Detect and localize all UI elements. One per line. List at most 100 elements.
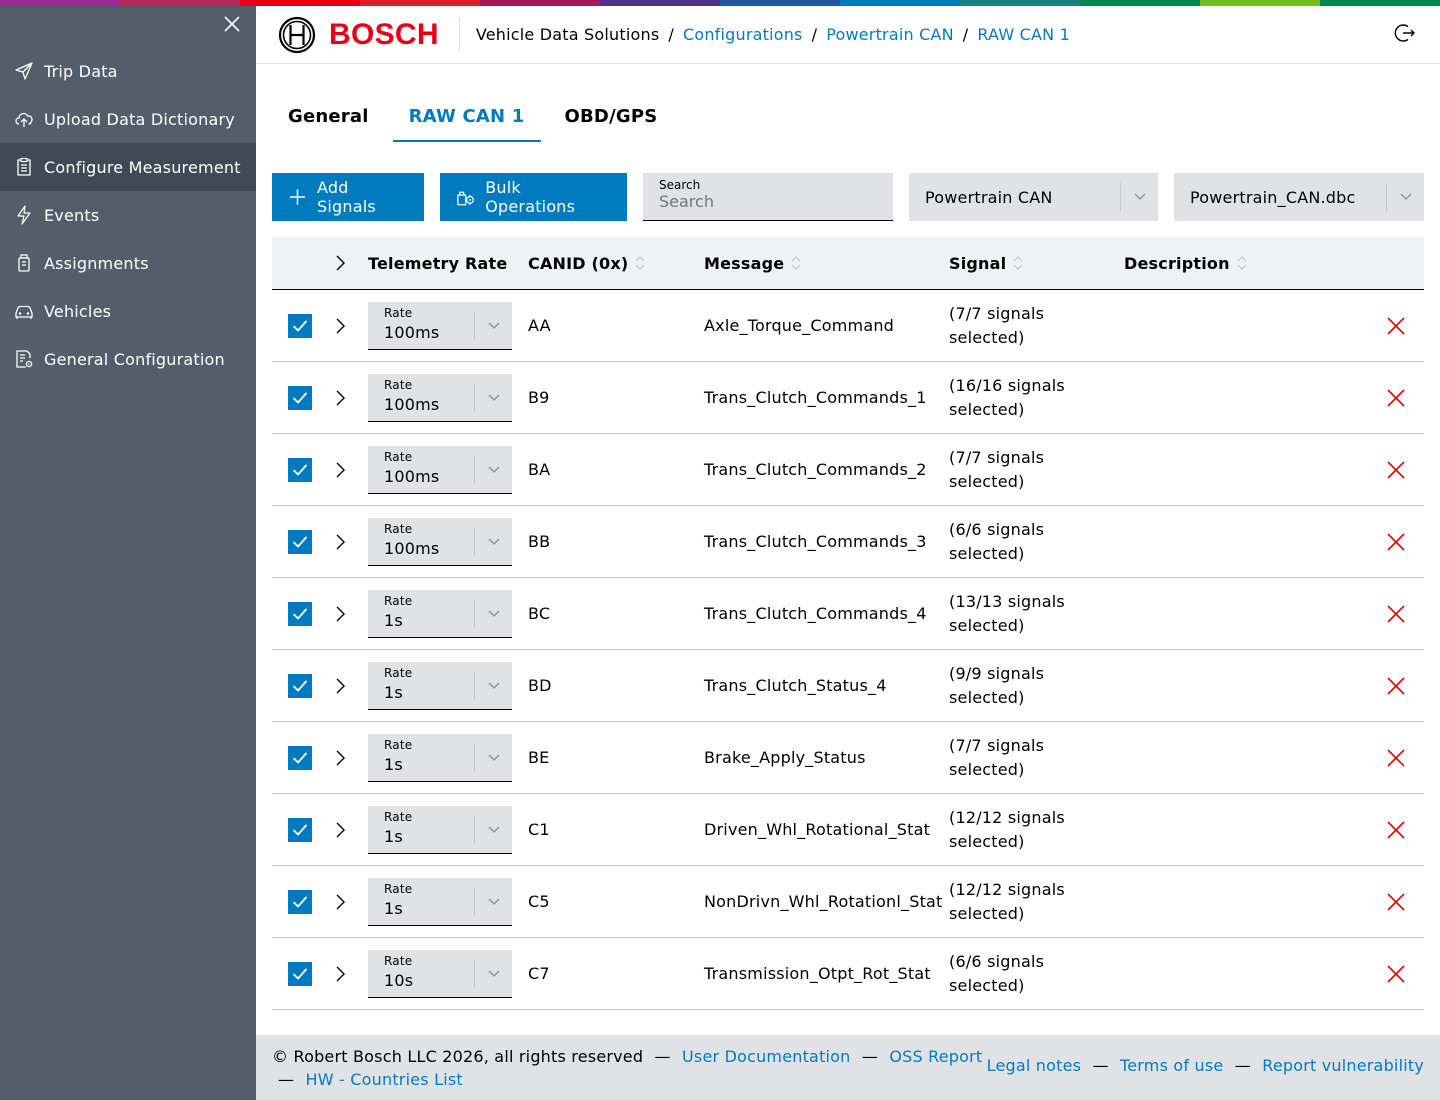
- search-input[interactable]: Search Search: [643, 173, 893, 221]
- rate-select[interactable]: Rate 1s: [368, 878, 512, 926]
- breadcrumb-link-powertrain-can[interactable]: Powertrain CAN: [826, 25, 954, 44]
- supergraphic-stripe: [1320, 0, 1440, 6]
- chevron-down-icon: [474, 816, 512, 844]
- row-delete-cell: [1385, 506, 1407, 577]
- sidebar-item-assignments[interactable]: Assignments: [0, 239, 256, 287]
- message-cell: Trans_Clutch_Commands_2: [704, 460, 927, 479]
- row-checkbox[interactable]: [288, 889, 312, 914]
- delete-icon[interactable]: [1385, 675, 1407, 697]
- chevron-right-icon[interactable]: [330, 388, 350, 408]
- close-icon[interactable]: [222, 14, 242, 34]
- breadcrumb-link-raw-can[interactable]: RAW CAN 1: [977, 25, 1070, 44]
- chevron-down-icon: [474, 960, 512, 988]
- row-checkbox[interactable]: [288, 385, 312, 410]
- rate-select-label: Rate: [384, 954, 413, 968]
- delete-icon[interactable]: [1385, 459, 1407, 481]
- sidebar-item-label: Assignments: [44, 253, 149, 273]
- rate-select-label: Rate: [384, 594, 413, 608]
- signal-count: (13/13 signals selected): [949, 591, 1065, 635]
- chevron-right-icon[interactable]: [330, 316, 350, 336]
- sidebar-item-configure-measurement[interactable]: Configure Measurement: [0, 143, 256, 191]
- rate-select-value: 10s: [384, 971, 414, 990]
- supergraphic-stripe: [600, 0, 720, 6]
- column-header-label: Telemetry Rate: [368, 253, 508, 273]
- tab-obd-gps[interactable]: OBD/GPS: [564, 106, 658, 127]
- delete-icon[interactable]: [1385, 963, 1407, 985]
- network-select[interactable]: Powertrain CAN: [909, 173, 1158, 221]
- canid-cell: BD: [528, 676, 552, 695]
- chevron-right-icon[interactable]: [330, 892, 350, 912]
- rate-select[interactable]: Rate 1s: [368, 662, 512, 710]
- row-expand-cell: [330, 506, 350, 577]
- delete-icon[interactable]: [1385, 819, 1407, 841]
- column-header-signal[interactable]: Signal: [949, 237, 1024, 289]
- chevron-right-icon[interactable]: [330, 820, 350, 840]
- delete-icon[interactable]: [1385, 315, 1407, 337]
- chevron-down-icon: [474, 456, 512, 484]
- column-header-description[interactable]: Description: [1124, 237, 1248, 289]
- dbc-file-select[interactable]: Powertrain_CAN.dbc: [1174, 173, 1424, 221]
- rate-select[interactable]: Rate 1s: [368, 806, 512, 854]
- delete-icon[interactable]: [1385, 891, 1407, 913]
- delete-icon[interactable]: [1385, 531, 1407, 553]
- hw-countries-list-link[interactable]: HW - Countries List: [305, 1070, 463, 1089]
- row-checkbox[interactable]: [288, 313, 312, 338]
- delete-icon[interactable]: [1385, 747, 1407, 769]
- rate-select[interactable]: Rate 10s: [368, 950, 512, 998]
- row-checkbox[interactable]: [288, 961, 312, 986]
- bulk-operations-button[interactable]: Bulk Operations: [440, 173, 627, 221]
- chevron-down-icon: [474, 600, 512, 628]
- chevron-right-icon[interactable]: [330, 460, 350, 480]
- rate-select[interactable]: Rate 100ms: [368, 518, 512, 566]
- oss-report-link[interactable]: OSS Report: [889, 1047, 983, 1066]
- expand-all-icon[interactable]: [330, 237, 350, 289]
- delete-icon[interactable]: [1385, 387, 1407, 409]
- footer-left: © Robert Bosch LLC 2026, all rights rese…: [272, 1045, 982, 1091]
- sidebar-item-events[interactable]: Events: [0, 191, 256, 239]
- column-header-canid[interactable]: CANID (0x): [528, 237, 646, 289]
- report-vulnerability-link[interactable]: Report vulnerability: [1262, 1056, 1424, 1075]
- rate-select[interactable]: Rate 100ms: [368, 374, 512, 422]
- row-checkbox[interactable]: [288, 601, 312, 626]
- chevron-right-icon[interactable]: [330, 964, 350, 984]
- footer-separator: —: [861, 1047, 879, 1066]
- signal-count: (16/16 signals selected): [949, 375, 1065, 419]
- tab-general[interactable]: General: [288, 106, 369, 127]
- row-checkbox[interactable]: [288, 817, 312, 842]
- terms-of-use-link[interactable]: Terms of use: [1119, 1056, 1224, 1075]
- rate-select[interactable]: Rate 100ms: [368, 302, 512, 350]
- delete-icon[interactable]: [1385, 603, 1407, 625]
- chevron-right-icon[interactable]: [330, 748, 350, 768]
- canid-cell: BC: [528, 604, 551, 623]
- row-checkbox[interactable]: [288, 745, 312, 770]
- row-checkbox[interactable]: [288, 673, 312, 698]
- row-checkbox[interactable]: [288, 529, 312, 554]
- sidebar-item-trip-data[interactable]: Trip Data: [0, 47, 256, 95]
- rate-select[interactable]: Rate 100ms: [368, 446, 512, 494]
- sidebar-item-vehicles[interactable]: Vehicles: [0, 287, 256, 335]
- chevron-right-icon[interactable]: [330, 604, 350, 624]
- chevron-right-icon[interactable]: [330, 532, 350, 552]
- supergraphic-stripe: [0, 0, 120, 6]
- breadcrumb-link-configurations[interactable]: Configurations: [682, 25, 803, 44]
- sidebar-item-label: Upload Data Dictionary: [44, 109, 235, 129]
- add-signals-button[interactable]: Add Signals: [272, 173, 424, 221]
- cloud-upload-icon: [14, 109, 34, 129]
- tab-raw-can-1[interactable]: RAW CAN 1: [392, 96, 541, 142]
- message-cell: Driven_Whl_Rotational_Stat: [704, 820, 931, 839]
- bosch-logo[interactable]: BOSCH: [278, 16, 439, 54]
- rate-select[interactable]: Rate 1s: [368, 734, 512, 782]
- chevron-right-icon[interactable]: [330, 676, 350, 696]
- row-expand-cell: [330, 938, 350, 1009]
- user-documentation-link[interactable]: User Documentation: [682, 1047, 851, 1066]
- sidebar-item-general-configuration[interactable]: General Configuration: [0, 335, 256, 383]
- column-header-message[interactable]: Message: [704, 237, 802, 289]
- row-expand-cell: [330, 722, 350, 793]
- rate-select[interactable]: Rate 1s: [368, 590, 512, 638]
- row-delete-cell: [1385, 938, 1407, 1009]
- logout-icon[interactable]: [1394, 22, 1416, 44]
- column-header-label: Message: [704, 253, 785, 273]
- legal-notes-link[interactable]: Legal notes: [986, 1056, 1082, 1075]
- row-checkbox[interactable]: [288, 457, 312, 482]
- sidebar-item-upload-data-dictionary[interactable]: Upload Data Dictionary: [0, 95, 256, 143]
